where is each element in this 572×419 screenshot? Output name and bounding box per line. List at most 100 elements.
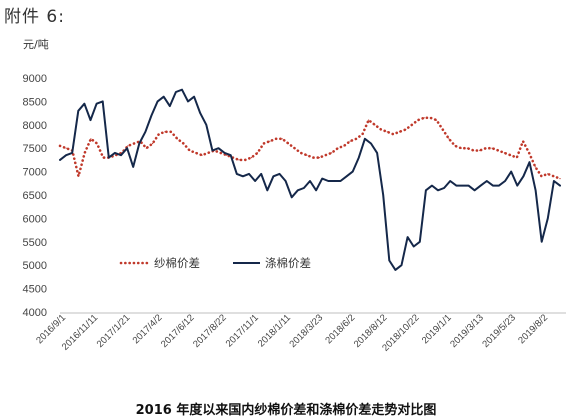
data-point: [195, 152, 197, 154]
data-point: [486, 180, 488, 182]
data-point: [294, 147, 296, 149]
data-point: [199, 112, 201, 114]
data-point: [157, 100, 159, 102]
x-tick-label: 2017/6/12: [159, 312, 197, 350]
data-point: [84, 152, 86, 154]
data-point: [516, 185, 518, 187]
data-point: [207, 152, 209, 154]
data-point: [193, 96, 195, 98]
data-point: [205, 124, 207, 126]
data-point: [449, 180, 451, 182]
data-point: [553, 175, 555, 177]
data-point: [250, 157, 252, 159]
data-point: [541, 241, 543, 243]
data-point: [380, 128, 382, 131]
data-point: [278, 173, 281, 175]
data-point: [281, 138, 283, 140]
data-point: [263, 142, 265, 145]
data-point: [260, 173, 262, 175]
legend-label-yarn-cotton: 纱棉价差: [154, 256, 200, 270]
data-point: [547, 217, 549, 219]
data-point: [269, 140, 271, 142]
data-point: [236, 173, 238, 175]
data-point: [492, 185, 494, 187]
data-point: [394, 269, 396, 271]
data-point: [275, 138, 277, 140]
data-point: [59, 145, 61, 147]
data-point: [321, 178, 323, 180]
data-point: [102, 157, 104, 159]
data-point: [170, 131, 172, 133]
legend: 纱棉价差 涤棉价差: [119, 256, 311, 270]
data-point: [77, 175, 80, 177]
y-tick-label: 8500: [23, 96, 47, 108]
data-point: [127, 145, 129, 147]
data-point: [176, 138, 178, 140]
data-point: [226, 154, 228, 156]
data-point: [77, 110, 79, 112]
data-point: [522, 175, 525, 177]
data-point: [144, 131, 146, 133]
data-point: [411, 124, 413, 126]
data-point: [417, 119, 419, 121]
data-point: [90, 138, 92, 140]
data-point: [189, 149, 191, 152]
x-tick-label: 2017/11/1: [224, 312, 261, 349]
data-point: [368, 119, 370, 121]
data-point: [522, 140, 524, 142]
data-point: [108, 157, 110, 159]
data-point: [473, 149, 475, 152]
data-point: [535, 189, 537, 191]
data-point: [528, 152, 530, 154]
data-point: [266, 189, 268, 191]
data-point: [248, 173, 250, 175]
attachment-label: 附件 6:: [4, 7, 65, 27]
data-point: [431, 185, 433, 187]
data-point: [392, 133, 394, 135]
data-point: [497, 149, 499, 152]
data-point: [460, 147, 462, 149]
data-point: [182, 142, 185, 145]
data-point: [318, 157, 320, 159]
data-point: [435, 119, 438, 121]
y-axis-unit-label: 元/吨: [23, 38, 49, 51]
data-point: [89, 119, 92, 121]
data-point: [534, 166, 536, 168]
data-point: [309, 180, 311, 182]
x-tick-label: 2018/3/23: [288, 312, 326, 350]
data-point: [71, 152, 73, 154]
data-point: [485, 147, 487, 149]
data-point: [126, 147, 128, 149]
price-spread-line-chart: 4000 4500 5000 5500 6000 6500 7000 7500 8000 8500…: [23, 73, 566, 354]
data-point: [285, 180, 287, 182]
y-tick-label: 6500: [23, 190, 47, 202]
y-tick-label: 7500: [23, 143, 47, 155]
data-point: [272, 175, 274, 177]
data-point: [388, 259, 390, 262]
data-point: [297, 189, 299, 191]
series-layer: [58, 88, 562, 271]
data-point: [343, 145, 345, 147]
x-tick-label: 2017/8/22: [191, 312, 229, 350]
data-point: [120, 154, 122, 156]
data-point: [287, 142, 289, 145]
data-point: [361, 133, 364, 135]
data-point: [516, 157, 518, 159]
y-tick-label: 8000: [23, 120, 47, 132]
data-point: [230, 154, 232, 156]
data-point: [133, 142, 135, 145]
data-point: [102, 100, 104, 102]
data-point: [96, 142, 98, 145]
data-point: [503, 152, 505, 154]
x-tick-label: 2018/1/11: [256, 312, 293, 349]
data-point: [158, 133, 160, 135]
data-point: [175, 91, 177, 93]
y-tick-label: 5000: [23, 260, 47, 272]
data-point: [382, 194, 384, 196]
data-point: [65, 147, 67, 149]
series-points-0: [59, 117, 561, 180]
data-point: [346, 175, 348, 177]
data-point: [374, 124, 376, 126]
data-point: [211, 149, 213, 152]
y-tick-label: 6000: [23, 213, 47, 225]
